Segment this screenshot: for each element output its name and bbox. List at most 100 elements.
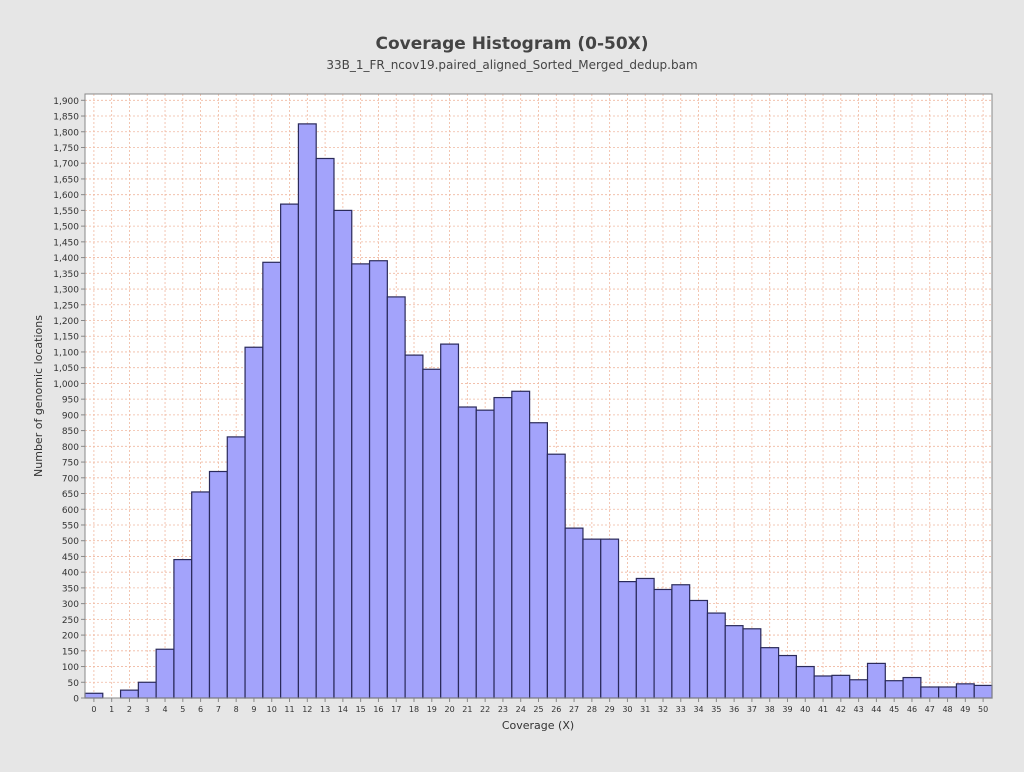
x-tick-label: 12 xyxy=(302,705,312,714)
y-tick-label: 1,900 xyxy=(53,97,79,107)
histogram-bar xyxy=(777,654,797,699)
y-tick-label: 150 xyxy=(62,647,79,657)
histogram-bar xyxy=(280,203,300,699)
y-tick-label: 1,050 xyxy=(53,364,79,374)
histogram-bar xyxy=(422,368,442,699)
histogram-bar xyxy=(173,558,193,699)
y-tick-label: 250 xyxy=(62,616,79,626)
histogram-bar xyxy=(920,686,940,699)
y-tick-label: 1,150 xyxy=(53,333,79,343)
y-tick-label: 1,850 xyxy=(53,113,79,123)
x-tick-label: 47 xyxy=(925,705,935,714)
y-tick-label: 1,350 xyxy=(53,270,79,280)
y-tick-label: 350 xyxy=(62,584,79,594)
x-tick-label: 46 xyxy=(907,705,917,714)
x-axis-ticks: 0 1 2 3 4 5 6 7 8 9 10 11 12 13 14 15 16 17 18 19 20 21 22 23 24… xyxy=(91,698,988,714)
y-tick-label: 1,700 xyxy=(53,160,79,170)
x-tick-label: 32 xyxy=(658,705,668,714)
y-tick-label: 200 xyxy=(62,632,79,642)
histogram-bar xyxy=(333,209,353,699)
y-tick-label: 750 xyxy=(62,459,79,469)
x-tick-label: 22 xyxy=(480,705,490,714)
histogram-bar xyxy=(617,581,637,699)
y-tick-label: 650 xyxy=(62,490,79,500)
histogram-bar xyxy=(511,390,531,699)
y-axis-label: Number of genomic locations xyxy=(32,315,45,477)
histogram-bar xyxy=(653,588,673,699)
histogram-bar xyxy=(262,261,282,699)
y-tick-label: 1,400 xyxy=(53,254,79,264)
histogram-bar xyxy=(671,584,691,699)
y-tick-label: 550 xyxy=(62,521,79,531)
histogram-bar xyxy=(368,260,388,699)
histogram-bar xyxy=(315,157,335,699)
x-tick-label: 19 xyxy=(427,705,437,714)
histogram-bar xyxy=(440,343,460,699)
x-tick-label: 36 xyxy=(729,705,739,714)
histogram-bar xyxy=(795,665,815,699)
histogram-bar xyxy=(191,491,211,699)
y-tick-label: 1,200 xyxy=(53,317,79,327)
histogram-bar xyxy=(724,625,744,699)
x-tick-label: 28 xyxy=(587,705,597,714)
x-tick-label: 50 xyxy=(978,705,988,714)
x-tick-label: 45 xyxy=(889,705,899,714)
y-tick-label: 1,750 xyxy=(53,144,79,154)
histogram-bar xyxy=(155,648,175,699)
y-tick-label: 1,300 xyxy=(53,286,79,296)
x-tick-label: 38 xyxy=(765,705,775,714)
chart-subtitle: 33B_1_FR_ncov19.paired_aligned_Sorted_Me… xyxy=(326,58,697,72)
x-tick-label: 4 xyxy=(162,705,167,714)
y-tick-label: 500 xyxy=(62,537,79,547)
x-tick-label: 3 xyxy=(145,705,150,714)
histogram-bar xyxy=(546,453,566,699)
y-tick-label: 850 xyxy=(62,427,79,437)
x-tick-label: 37 xyxy=(747,705,757,714)
histogram-bar xyxy=(884,680,904,699)
histogram-bar xyxy=(244,346,264,699)
y-tick-label: 450 xyxy=(62,553,79,563)
y-tick-label: 1,100 xyxy=(53,348,79,358)
x-tick-label: 16 xyxy=(373,705,383,714)
x-tick-label: 5 xyxy=(180,705,185,714)
y-tick-label: 600 xyxy=(62,506,79,516)
x-tick-label: 33 xyxy=(676,705,686,714)
histogram-bar xyxy=(902,676,922,699)
chart-title: Coverage Histogram (0-50X) xyxy=(375,34,648,54)
x-tick-label: 49 xyxy=(960,705,970,714)
x-tick-label: 2 xyxy=(127,705,132,714)
histogram-bar xyxy=(84,692,104,699)
histogram-bar xyxy=(137,681,157,699)
y-tick-label: 1,450 xyxy=(53,238,79,248)
x-tick-label: 30 xyxy=(622,705,632,714)
y-tick-label: 1,550 xyxy=(53,207,79,217)
y-tick-label: 1,800 xyxy=(53,128,79,138)
histogram-bar xyxy=(760,647,780,699)
histogram-bar xyxy=(404,354,424,699)
x-tick-label: 17 xyxy=(391,705,401,714)
x-tick-label: 0 xyxy=(91,705,96,714)
y-tick-label: 1,250 xyxy=(53,301,79,311)
histogram-bar xyxy=(742,628,762,699)
y-tick-label: 800 xyxy=(62,443,79,453)
histogram-bar xyxy=(582,538,602,699)
y-tick-label: 700 xyxy=(62,474,79,484)
y-tick-label: 1,650 xyxy=(53,175,79,185)
x-tick-label: 43 xyxy=(854,705,864,714)
x-tick-label: 40 xyxy=(800,705,810,714)
x-tick-label: 35 xyxy=(711,705,721,714)
y-tick-label: 1,600 xyxy=(53,191,79,201)
y-tick-label: 0 xyxy=(73,695,79,705)
y-tick-label: 50 xyxy=(68,679,80,689)
x-tick-label: 14 xyxy=(338,705,348,714)
y-tick-label: 100 xyxy=(62,663,79,673)
y-tick-label: 300 xyxy=(62,600,79,610)
x-tick-label: 31 xyxy=(640,705,650,714)
histogram-bar xyxy=(564,527,584,699)
y-tick-label: 900 xyxy=(62,411,79,421)
x-axis-label: Coverage (X) xyxy=(502,719,574,732)
histogram-bar xyxy=(475,409,495,699)
y-tick-label: 950 xyxy=(62,396,79,406)
x-tick-label: 11 xyxy=(284,705,294,714)
